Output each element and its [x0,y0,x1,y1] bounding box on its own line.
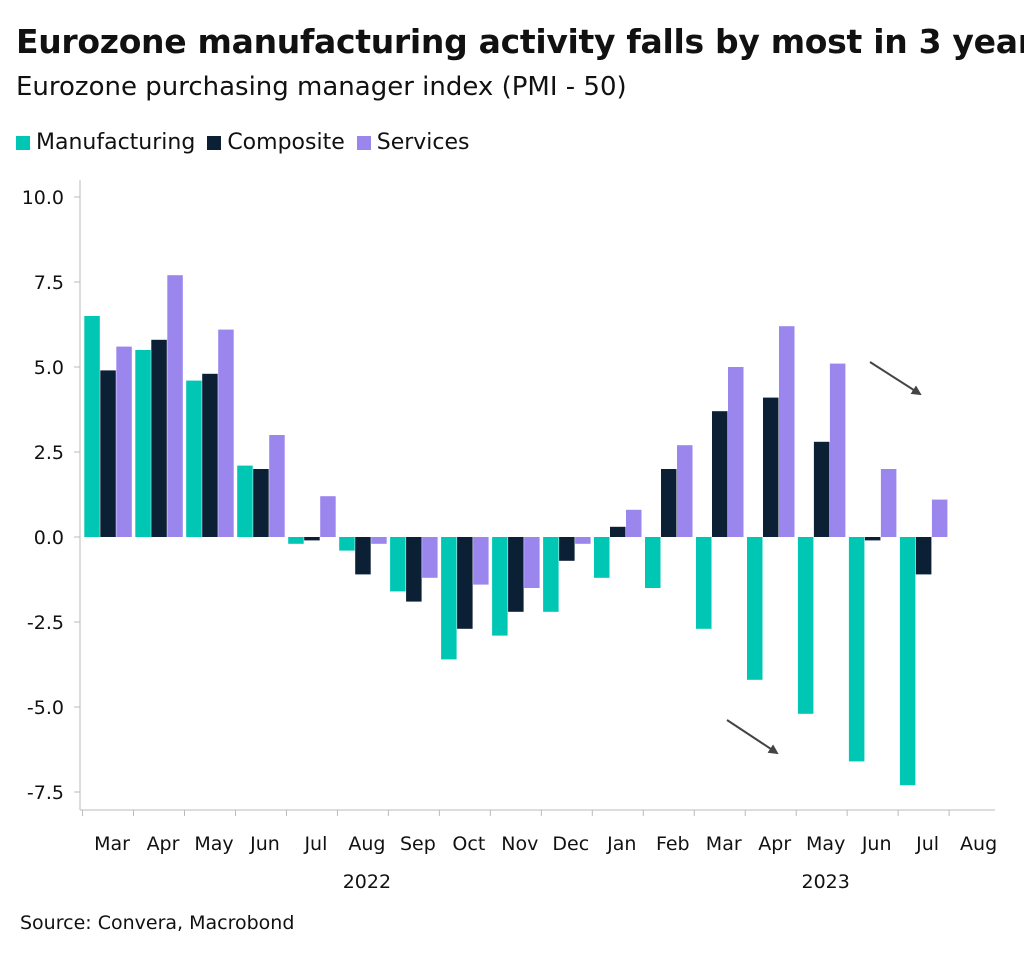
bar-manufacturing-mar-12 [696,537,712,629]
x-tick-label: May [194,833,233,855]
bar-services-aug-5 [371,537,387,544]
bar-manufacturing-jul-16 [899,537,916,786]
x-tick-label: Jul [915,833,939,855]
legend-label-composite: Composite [227,130,345,155]
bar-composite-apr-1 [151,339,167,537]
bar-composite-mar-0 [100,370,116,537]
x-tick-label: Sep [400,833,436,855]
bar-composite-nov-8 [508,537,524,612]
x-tick-label: Jul [303,833,327,855]
chart-title: Eurozone manufacturing activity falls by… [16,22,1024,61]
bar-composite-oct-7 [457,537,473,629]
legend-item-manufacturing: Manufacturing [16,130,195,155]
bar-manufacturing-jul-4 [288,537,304,544]
bar-composite-dec-9 [559,537,575,561]
bar-composite-jun-3 [253,469,269,537]
bar-services-mar-0 [116,346,132,537]
x-tick-label: Aug [960,833,997,855]
x-tick-label: Mar [94,833,130,855]
y-tick-label: -5.0 [27,697,64,719]
bar-manufacturing-apr-13 [747,537,763,680]
bar-manufacturing-aug-5 [339,537,355,551]
legend-swatch-services [356,135,371,150]
y-tick-label: 0.0 [34,527,64,549]
annotation-arrow-lower [726,719,779,755]
year-label-2022: 2022 [343,871,391,893]
bar-manufacturing-may-14 [797,537,814,714]
legend-item-services: Services [356,130,470,155]
annotation-arrow-upper [869,361,922,396]
chart-subtitle: Eurozone purchasing manager index (PMI -… [16,72,627,102]
y-tick-label: -2.5 [27,612,64,634]
year-label-2023: 2023 [802,871,850,893]
bar-composite-jun-15 [864,537,881,541]
y-tick-label: 2.5 [34,442,64,464]
bar-services-nov-8 [524,537,540,588]
bar-manufacturing-apr-1 [135,350,151,537]
bar-services-mar-12 [728,367,744,537]
x-tick-label: Jan [606,833,636,855]
source-note: Source: Convera, Macrobond [20,912,295,934]
x-tick-label: Oct [452,833,485,855]
legend-label-manufacturing: Manufacturing [36,130,196,155]
bar-services-jan-10 [626,509,642,537]
bar-manufacturing-feb-11 [645,537,661,588]
bar-composite-jul-4 [304,537,320,541]
bar-composite-jan-10 [610,526,626,537]
x-tick-label: Nov [501,833,538,855]
x-tick-label: Jun [861,833,892,855]
bar-services-jul-4 [320,496,336,537]
x-tick-label: Dec [552,833,589,855]
x-tick-label: Apr [147,833,180,855]
bar-services-oct-7 [473,537,489,585]
bar-services-jul-16 [931,499,948,537]
legend-swatch-manufacturing [16,135,30,150]
x-tick-label: Feb [656,833,690,855]
legend: Manufacturing Composite Services [16,130,482,155]
bar-composite-may-14 [813,441,830,537]
bar-manufacturing-jun-15 [848,537,865,762]
bar-manufacturing-dec-9 [543,537,559,612]
bar-composite-apr-13 [763,397,779,537]
y-tick-label: 7.5 [34,272,64,294]
bar-composite-jul-16 [915,537,932,575]
bar-manufacturing-oct-7 [441,537,457,660]
bar-composite-sep-6 [406,537,422,602]
bar-manufacturing-jan-10 [594,537,610,578]
bar-manufacturing-jun-3 [237,465,253,537]
y-tick-label: 5.0 [34,357,64,379]
legend-label-services: Services [376,130,470,155]
x-tick-label: Mar [706,833,742,855]
legend-item-composite: Composite [207,130,345,155]
bar-services-sep-6 [422,537,438,578]
y-tick-label: 10.0 [22,187,64,209]
bar-manufacturing-mar-0 [84,316,100,537]
bar-services-may-2 [218,329,234,537]
x-tick-label: Jun [249,833,280,855]
bar-manufacturing-sep-6 [390,537,406,592]
bar-composite-may-2 [202,373,218,537]
bar-composite-aug-5 [355,537,371,575]
bar-services-dec-9 [575,537,591,544]
x-tick-label: May [806,833,845,855]
legend-swatch-composite [207,135,222,150]
bar-services-may-14 [829,363,846,537]
bar-manufacturing-nov-8 [492,537,508,636]
y-tick-label: -7.5 [27,782,64,804]
bar-manufacturing-may-2 [186,380,202,537]
bar-services-apr-13 [779,326,795,537]
bar-services-jun-15 [880,469,897,537]
bar-services-apr-1 [167,275,183,537]
bar-composite-mar-12 [712,411,728,537]
bar-composite-feb-11 [661,469,677,537]
x-tick-label: Aug [348,833,385,855]
bar-services-feb-11 [677,445,693,537]
bar-services-jun-3 [269,435,285,537]
x-tick-label: Apr [758,833,791,855]
